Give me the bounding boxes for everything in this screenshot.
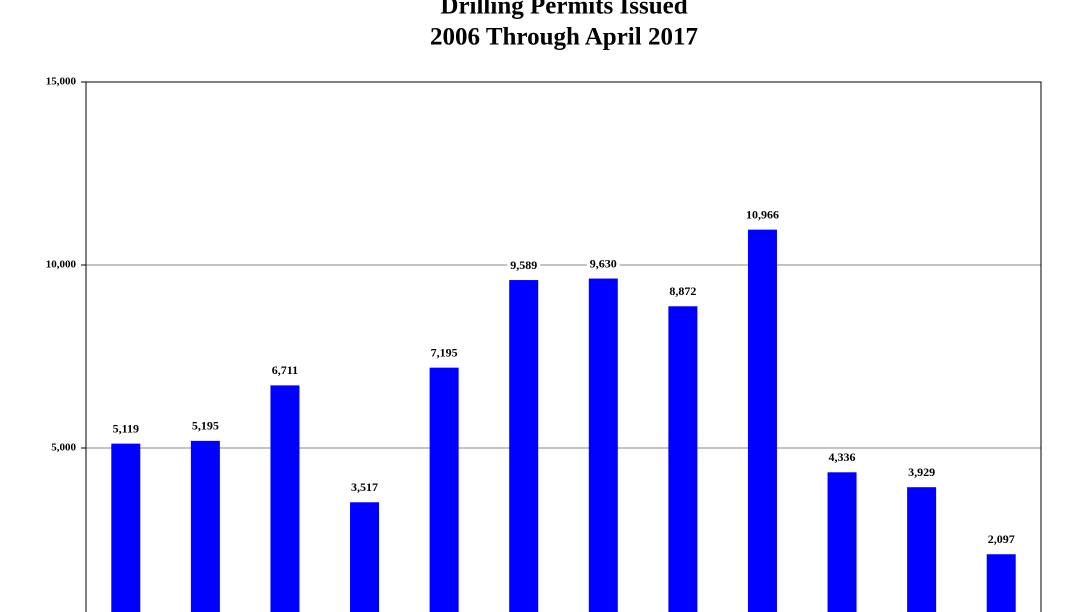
value-label-box (109, 421, 142, 438)
value-label-box (984, 532, 1018, 549)
value-label-box (905, 465, 939, 482)
value-label: 4,336 (829, 450, 856, 464)
value-label-box (666, 284, 700, 301)
y-tick-label: 10,000 (46, 259, 77, 271)
value-label: 3,517 (351, 480, 378, 494)
value-label-box (507, 258, 541, 275)
bar (111, 443, 141, 612)
bar (429, 367, 459, 612)
value-label: 8,872 (669, 284, 696, 298)
value-label: 3,929 (908, 465, 935, 479)
value-label-box (427, 345, 461, 362)
bar (668, 306, 698, 612)
value-label-box (348, 480, 382, 497)
chart-title: Drilling Permits Issued (440, 0, 687, 20)
bar (907, 487, 937, 612)
value-label-box (268, 363, 302, 380)
value-label-box (586, 256, 620, 273)
bar (509, 280, 539, 612)
bar (986, 554, 1016, 612)
chart-subtitle: 2006 Through April 2017 (430, 24, 698, 51)
value-label: 10,966 (746, 207, 779, 221)
value-label: 7,195 (431, 345, 458, 359)
value-label-box (742, 207, 782, 224)
bar (588, 278, 618, 612)
value-label: 6,711 (272, 363, 298, 377)
value-label: 9,630 (590, 256, 617, 270)
value-label: 9,589 (510, 258, 537, 272)
value-label: 5,119 (113, 421, 139, 435)
value-label-box (188, 418, 222, 435)
value-label: 5,195 (192, 419, 219, 433)
bar (270, 385, 300, 612)
y-tick-label: 5,000 (51, 442, 76, 454)
y-tick-label: 15,000 (46, 76, 77, 88)
bar (190, 440, 220, 612)
bar (350, 502, 380, 612)
bar (827, 472, 857, 612)
value-label: 2,097 (988, 532, 1015, 546)
plot-border (85, 81, 1042, 612)
bar (747, 229, 777, 612)
value-label-box (825, 450, 859, 467)
